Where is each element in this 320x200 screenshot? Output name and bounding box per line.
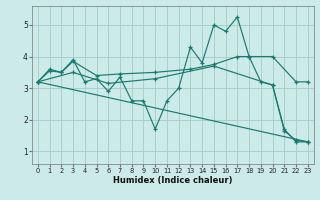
X-axis label: Humidex (Indice chaleur): Humidex (Indice chaleur) <box>113 176 233 185</box>
